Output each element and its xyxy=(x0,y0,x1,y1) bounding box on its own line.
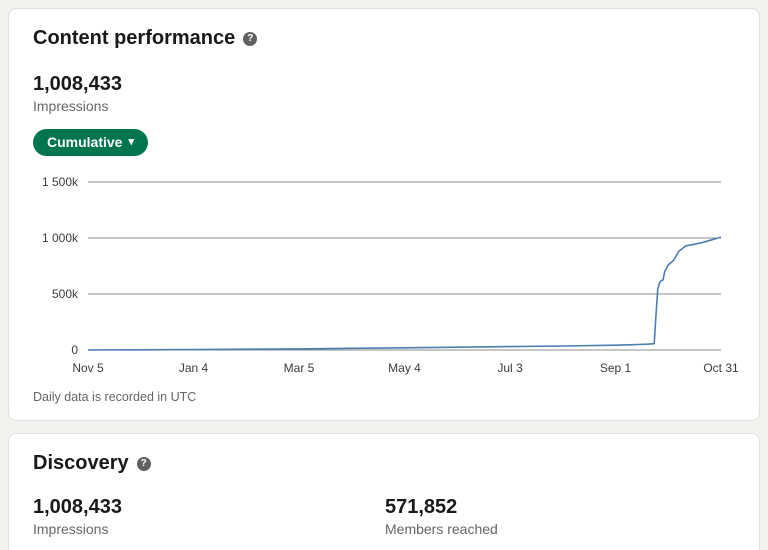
cumulative-dropdown-label: Cumulative xyxy=(47,134,123,150)
svg-text:Nov 5: Nov 5 xyxy=(72,361,104,375)
svg-text:Jan 4: Jan 4 xyxy=(179,361,209,375)
svg-text:1 500k: 1 500k xyxy=(42,175,79,189)
cumulative-dropdown-button[interactable]: Cumulative ▾ xyxy=(33,129,148,156)
members-reached-value: 571,852 xyxy=(385,496,458,518)
help-icon[interactable]: ? xyxy=(243,31,258,46)
content-performance-card: Content performance ? 1,008,433 Impressi… xyxy=(8,8,760,421)
question-mark-glyph: ? xyxy=(247,32,254,44)
svg-text:Jul 3: Jul 3 xyxy=(497,361,523,375)
discovery-impressions-label: Impressions xyxy=(33,521,109,537)
discovery-title: Discovery xyxy=(33,452,129,474)
svg-text:1 000k: 1 000k xyxy=(42,231,79,245)
content-performance-title: Content performance xyxy=(33,27,236,49)
discovery-header: Discovery ? xyxy=(33,452,735,475)
chart-footnote: Daily data is recorded in UTC xyxy=(33,390,197,404)
chevron-down-icon: ▾ xyxy=(128,136,134,148)
content-performance-header: Content performance ? xyxy=(33,27,735,50)
impressions-chart[interactable]: 1 500k 1 000k 500k 0 Nov 5 Jan 4 Mar 5 May 4 Jul… xyxy=(33,174,739,378)
discovery-metrics: 1,008,433 Impressions 571,852 Members re… xyxy=(33,495,735,538)
impressions-line-chart-svg[interactable]: 1 500k 1 000k 500k 0 Nov 5 Jan 4 Mar 5 May 4 Jul… xyxy=(33,174,739,378)
svg-text:Oct 31: Oct 31 xyxy=(703,361,739,375)
question-mark-glyph: ? xyxy=(140,457,147,469)
discovery-members-reached-metric: 571,852 Members reached xyxy=(385,495,735,538)
impressions-value: 1,008,433 xyxy=(33,73,122,95)
svg-text:Sep 1: Sep 1 xyxy=(600,361,632,375)
discovery-impressions-value: 1,008,433 xyxy=(33,496,122,518)
impressions-metric: 1,008,433 Impressions xyxy=(33,72,735,115)
help-icon[interactable]: ? xyxy=(136,456,151,471)
discovery-impressions-metric: 1,008,433 Impressions xyxy=(33,495,385,538)
svg-text:Mar 5: Mar 5 xyxy=(284,361,315,375)
impressions-label: Impressions xyxy=(33,98,109,114)
discovery-card: Discovery ? 1,008,433 Impressions 571,85… xyxy=(8,433,760,550)
svg-text:May 4: May 4 xyxy=(388,361,421,375)
svg-text:0: 0 xyxy=(71,343,78,357)
svg-text:500k: 500k xyxy=(52,287,79,301)
members-reached-label: Members reached xyxy=(385,521,498,537)
